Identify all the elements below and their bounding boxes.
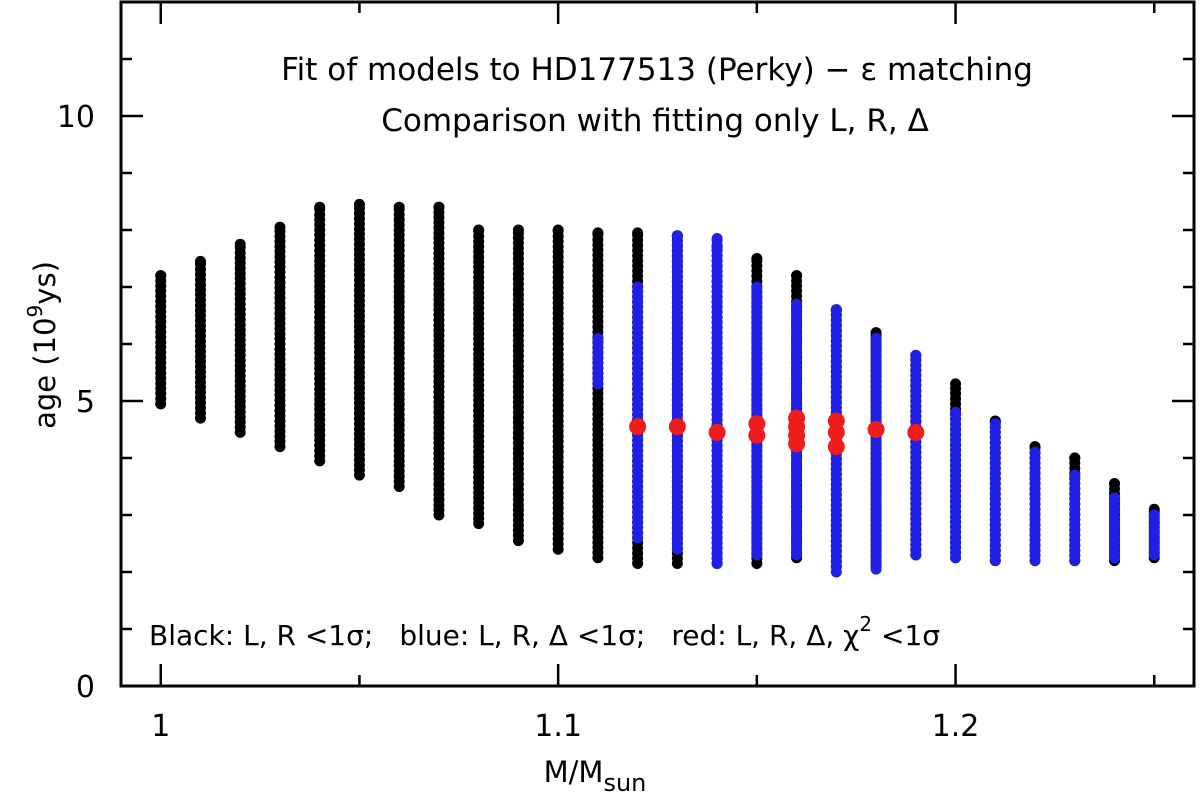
blue-point xyxy=(671,230,683,242)
x-axis-label-main: M/M xyxy=(544,755,604,789)
red-point xyxy=(748,426,766,444)
black-point xyxy=(234,238,246,250)
blue-point xyxy=(1109,492,1121,504)
legend-black-text: Black: L, R <1σ; xyxy=(149,619,373,652)
chart-title-line-1: Fit of models to HD177513 (Perky) − ε ma… xyxy=(281,52,1033,88)
red-point xyxy=(708,423,726,441)
y-tick-label: 5 xyxy=(76,385,95,420)
y-tick-label: 0 xyxy=(76,670,95,705)
black-point xyxy=(314,201,326,213)
blue-point xyxy=(1029,446,1041,458)
blue-point xyxy=(1148,509,1160,521)
black-series xyxy=(155,198,1160,572)
x-axis-label: M/Msun xyxy=(544,755,647,797)
blue-point xyxy=(791,298,803,310)
blue-point xyxy=(910,349,922,361)
black-point xyxy=(1109,478,1121,490)
black-point xyxy=(353,198,365,210)
black-point xyxy=(155,270,167,282)
y-axis-label-suffix: ys) xyxy=(28,261,62,305)
y-axis-label: age (109ys) xyxy=(23,261,62,429)
legend-red-text: red: L, R, Δ, χ xyxy=(671,619,859,652)
blue-point xyxy=(830,304,842,316)
x-tick-label: 1.2 xyxy=(932,709,980,744)
legend-black: Black: L, R <1σ; blue: L, R, Δ <1σ; red: L… xyxy=(149,612,940,652)
x-axis-label-sub: sun xyxy=(603,769,646,797)
legend-red-superscript: 2 xyxy=(859,612,872,636)
axis-ticks xyxy=(121,0,1194,688)
black-point xyxy=(632,227,644,239)
blue-point xyxy=(1069,469,1081,481)
y-axis-label-sup: 9 xyxy=(23,305,47,318)
red-point xyxy=(907,423,925,441)
black-point xyxy=(194,255,206,267)
blue-point xyxy=(950,406,962,418)
black-point xyxy=(552,224,564,236)
black-point xyxy=(751,253,763,264)
x-tick-label: 1.1 xyxy=(534,709,582,744)
black-point xyxy=(433,201,445,213)
red-point xyxy=(867,421,885,438)
blue-point xyxy=(870,332,882,344)
black-point xyxy=(950,378,962,390)
x-tick-label: 1 xyxy=(151,709,170,744)
red-point xyxy=(827,438,845,456)
black-point xyxy=(473,224,485,236)
blue-point xyxy=(632,281,644,293)
y-axis-label-prefix: age (10 xyxy=(28,317,62,428)
legend-blue-text: blue: L, R, Δ <1σ; xyxy=(399,619,645,652)
black-point xyxy=(274,221,286,233)
black-point xyxy=(512,224,524,236)
blue-point xyxy=(751,281,763,293)
y-tick-labels: 0 5 10 xyxy=(57,100,95,705)
red-point xyxy=(827,423,845,441)
y-tick-label: 10 xyxy=(57,100,95,135)
red-series xyxy=(629,409,925,456)
black-point xyxy=(393,201,405,213)
blue-point xyxy=(592,332,604,344)
red-point xyxy=(788,435,806,453)
legend-red-suffix: <1σ xyxy=(872,619,940,652)
x-tick-labels: 1 1.1 1.2 xyxy=(151,709,979,744)
red-point xyxy=(668,418,686,436)
red-point xyxy=(629,418,647,436)
blue-point xyxy=(989,418,1001,430)
blue-point xyxy=(711,233,723,245)
blue-series xyxy=(592,230,1160,578)
chart-title-line-2: Comparison with fitting only L, R, Δ xyxy=(381,103,929,139)
black-point xyxy=(592,227,604,239)
black-point xyxy=(1069,452,1081,464)
black-point xyxy=(791,270,803,282)
